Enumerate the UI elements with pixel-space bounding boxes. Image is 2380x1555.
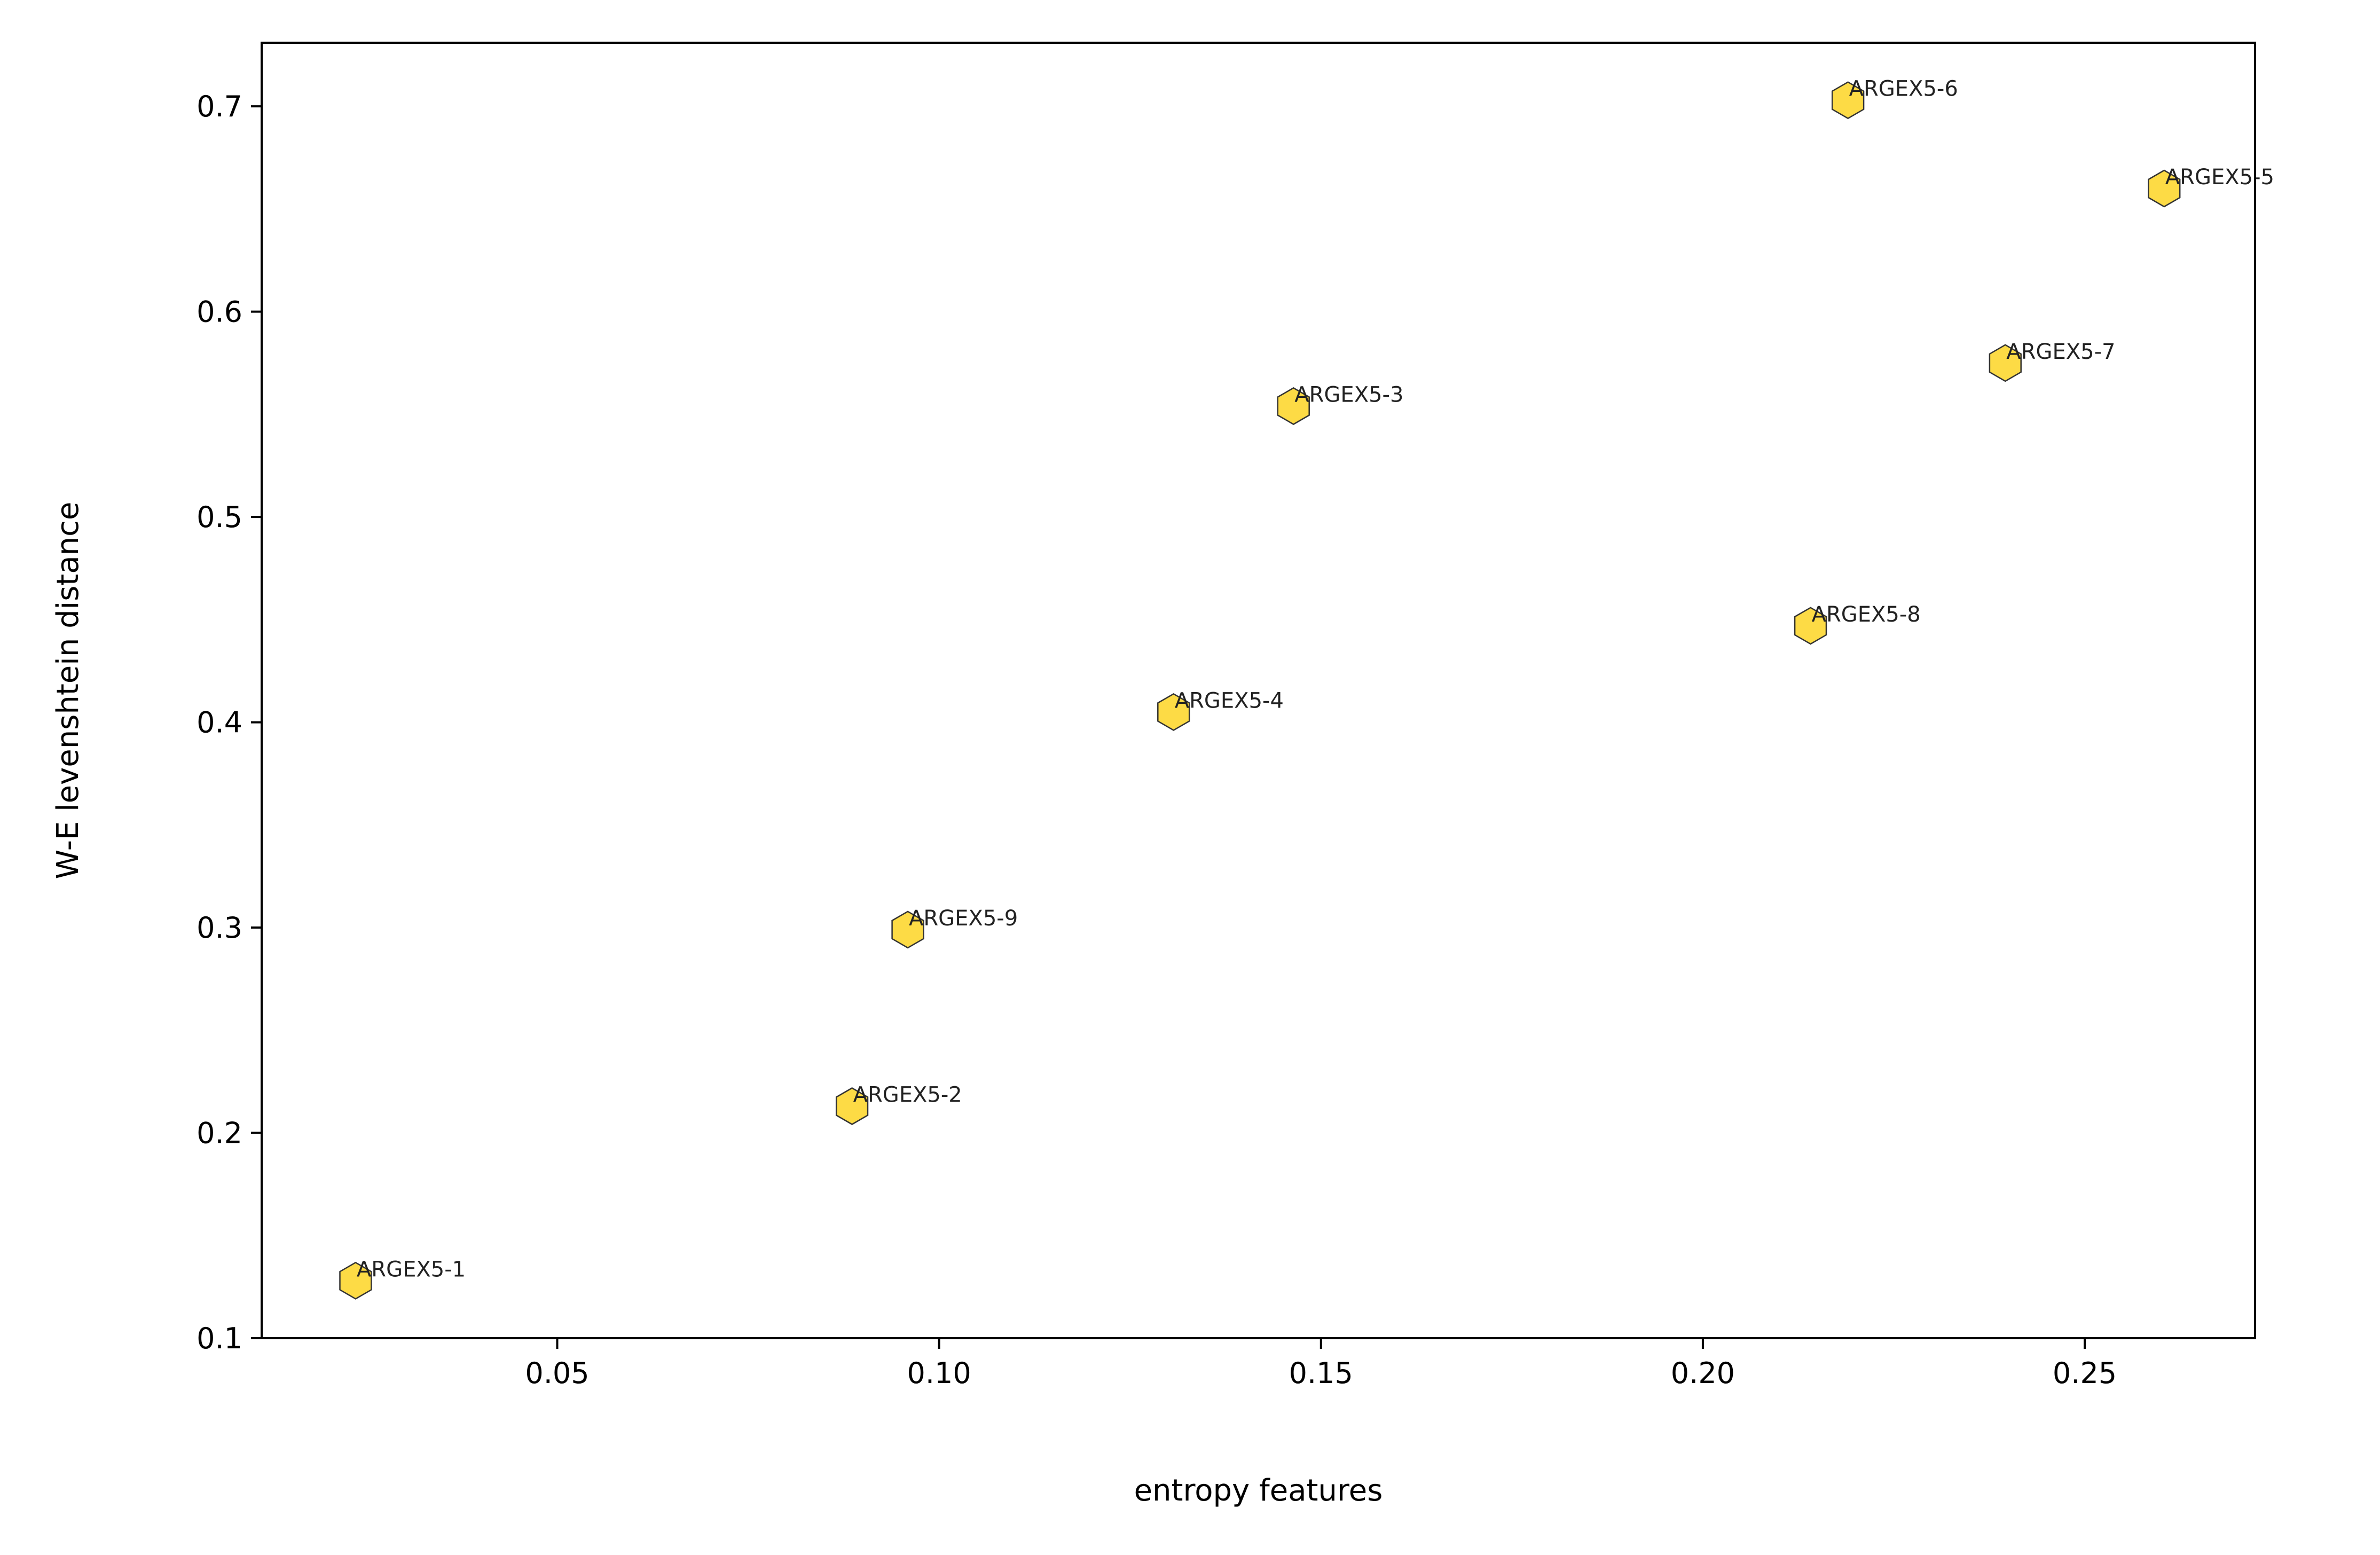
data-points xyxy=(339,81,2181,1300)
y-tick-label: 0.3 xyxy=(197,911,242,945)
plot-frame xyxy=(261,42,2256,1339)
x-tick-label: 0.20 xyxy=(1671,1356,1735,1390)
x-tick-label: 0.15 xyxy=(1289,1356,1353,1390)
x-tick-label: 0.10 xyxy=(907,1356,971,1390)
x-axis-label: entropy features xyxy=(1134,1473,1383,1508)
x-tick-label: 0.05 xyxy=(525,1356,589,1390)
data-point-label: ARGEX5-7 xyxy=(2006,340,2115,364)
data-point-marker xyxy=(2148,169,2181,208)
y-tick-label: 0.5 xyxy=(197,500,242,534)
data-point-marker xyxy=(1831,81,1865,120)
y-tick-label: 0.2 xyxy=(197,1117,242,1150)
y-tick-label: 0.6 xyxy=(197,295,242,329)
y-axis-label: W-E levenshtein distance xyxy=(51,502,85,879)
data-point-marker xyxy=(1157,693,1190,731)
data-point-label: ARGEX5-6 xyxy=(1849,77,1958,101)
data-point-marker xyxy=(835,1087,869,1125)
data-point-marker xyxy=(1794,607,1827,645)
y-tick-label: 0.4 xyxy=(197,706,242,740)
x-tick-label: 0.25 xyxy=(2053,1356,2117,1390)
y-tick-label: 0.1 xyxy=(197,1322,242,1355)
data-point-label: ARGEX5-2 xyxy=(853,1083,962,1108)
data-point-label: ARGEX5-3 xyxy=(1294,383,1403,407)
data-point-label: ARGEX5-5 xyxy=(2165,165,2274,190)
y-tick-label: 0.7 xyxy=(197,90,242,123)
data-point-label: ARGEX5-4 xyxy=(1175,688,1284,713)
data-point-label: ARGEX5-9 xyxy=(909,906,1018,931)
data-point-marker xyxy=(1989,344,2022,382)
data-point-marker xyxy=(1277,387,1310,425)
x-axis-ticks: 0.05 0.10 0.15 0.20 0.25 xyxy=(525,1338,2117,1390)
data-point-label: ARGEX5-1 xyxy=(357,1257,466,1282)
data-point-marker xyxy=(891,910,924,949)
y-axis-ticks: 0.1 0.2 0.3 0.4 0.5 0.6 0.7 xyxy=(197,90,262,1355)
data-point-label: ARGEX5-8 xyxy=(1812,602,1921,627)
data-point-marker xyxy=(339,1261,372,1300)
